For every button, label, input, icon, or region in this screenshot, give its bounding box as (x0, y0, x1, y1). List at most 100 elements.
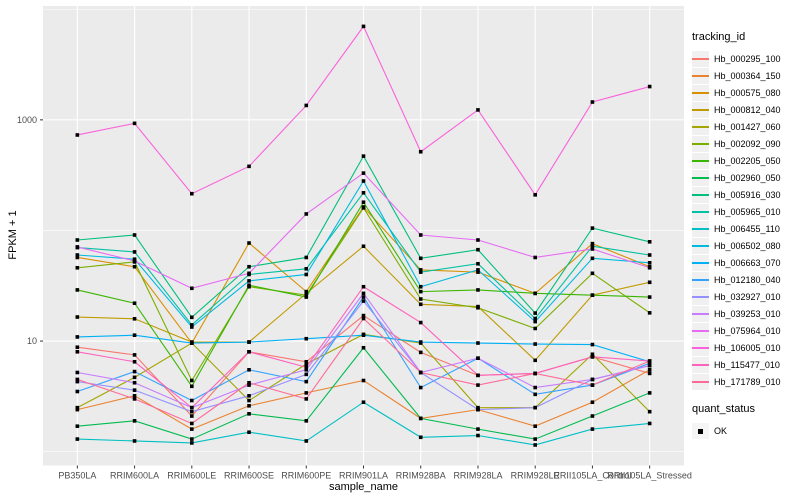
data-point (476, 341, 480, 345)
data-point (647, 295, 652, 299)
x-tick-label: RRII105LA_Stressed (607, 471, 692, 481)
data-point (590, 247, 595, 251)
data-point (132, 121, 137, 126)
data-point (247, 283, 251, 287)
data-point (304, 336, 309, 341)
data-point (533, 193, 537, 197)
data-point (75, 349, 80, 354)
data-point (247, 340, 251, 344)
legend-item-label: Hb_006455_110 (714, 223, 780, 234)
legend-key-swatch (692, 356, 709, 373)
data-point (590, 100, 595, 104)
data-point (247, 164, 251, 169)
data-point (304, 103, 309, 108)
data-point (418, 270, 423, 274)
data-point (132, 233, 137, 237)
x-tick-label: RRIM928LE (511, 471, 560, 481)
data-point (418, 289, 423, 294)
legend-item-label: Hb_005965_010 (714, 206, 781, 217)
data-point (75, 345, 80, 350)
legend-key-swatch (692, 84, 709, 101)
data-point (132, 264, 137, 269)
legend-key-line-icon (692, 142, 709, 145)
legend-item: Hb_006455_110 (692, 220, 798, 237)
data-point (590, 226, 595, 230)
data-point (590, 271, 595, 276)
legend-item: Hb_000575_080 (692, 84, 798, 101)
data-point (304, 372, 309, 377)
legend-key-swatch (692, 186, 709, 203)
data-point (418, 284, 423, 289)
data-point (190, 384, 194, 389)
data-point (418, 416, 423, 421)
data-point (476, 108, 480, 112)
data-point (647, 409, 652, 414)
data-point (361, 313, 366, 318)
legend-item-label: Hb_000295_100 (714, 53, 781, 64)
data-point (361, 378, 366, 383)
data-point (247, 398, 251, 403)
legend-item-label: Hb_032927_010 (714, 291, 781, 302)
data-point (361, 200, 366, 205)
legend-item: Hb_171789_010 (692, 373, 798, 390)
legend-key-line-icon (692, 261, 709, 264)
data-point (476, 288, 480, 292)
data-point (361, 244, 366, 249)
data-point (132, 394, 137, 398)
data-point (361, 291, 366, 296)
data-point (361, 284, 366, 289)
y-tick-label: 1000 (17, 115, 37, 125)
data-point (75, 245, 80, 249)
legend-key-line-icon (692, 346, 709, 349)
data-point (418, 320, 423, 325)
x-tick-label: RRIM928LA (453, 471, 502, 481)
data-point (132, 369, 137, 374)
data-point (418, 268, 423, 272)
legend-item: Hb_001427_060 (692, 118, 798, 135)
legend-item: Hb_006663_070 (692, 254, 798, 271)
data-point (590, 400, 595, 405)
data-point (75, 133, 80, 137)
data-point (476, 305, 480, 310)
x-tick-label: RRIM600SE (224, 471, 274, 481)
data-point (361, 154, 366, 158)
data-point (75, 379, 80, 384)
legend-item-label: Hb_171789_010 (714, 376, 781, 387)
legend-item-label: Hb_106005_010 (714, 342, 781, 353)
data-point (476, 268, 480, 272)
legend-key-square-point-icon (698, 428, 703, 434)
data-point (647, 359, 652, 363)
legend-item: Hb_106005_010 (692, 339, 798, 356)
legend-key-swatch (692, 305, 709, 322)
legend-item: Hb_012180_040 (692, 271, 798, 288)
legend-item-label: Hb_005916_030 (714, 189, 781, 200)
data-point (190, 405, 194, 410)
data-point (647, 265, 652, 270)
legend-key-line-icon (692, 210, 709, 213)
legend-item: Hb_000364_150 (692, 67, 798, 84)
data-point (361, 316, 366, 321)
data-point (132, 250, 137, 254)
data-point (190, 409, 194, 414)
data-point (304, 362, 309, 366)
x-tick-label: RRIM928BA (396, 471, 446, 481)
legend-item-label: Hb_000364_150 (714, 70, 781, 81)
data-point (190, 378, 194, 383)
legend-item: Hb_000812_040 (692, 101, 798, 118)
data-point (476, 383, 480, 387)
data-point (75, 288, 80, 292)
data-point (476, 427, 480, 431)
data-point (132, 397, 137, 401)
legend-items-quant-status: OK (692, 422, 798, 439)
data-point (190, 286, 194, 291)
legend-key-line-icon (692, 57, 709, 60)
data-point (190, 427, 194, 431)
legend-key-swatch (692, 373, 709, 390)
data-point (190, 421, 194, 426)
data-point (590, 377, 595, 382)
x-tick-label: RRIM901LA (339, 471, 388, 481)
data-point (533, 326, 537, 331)
data-point (361, 191, 366, 195)
